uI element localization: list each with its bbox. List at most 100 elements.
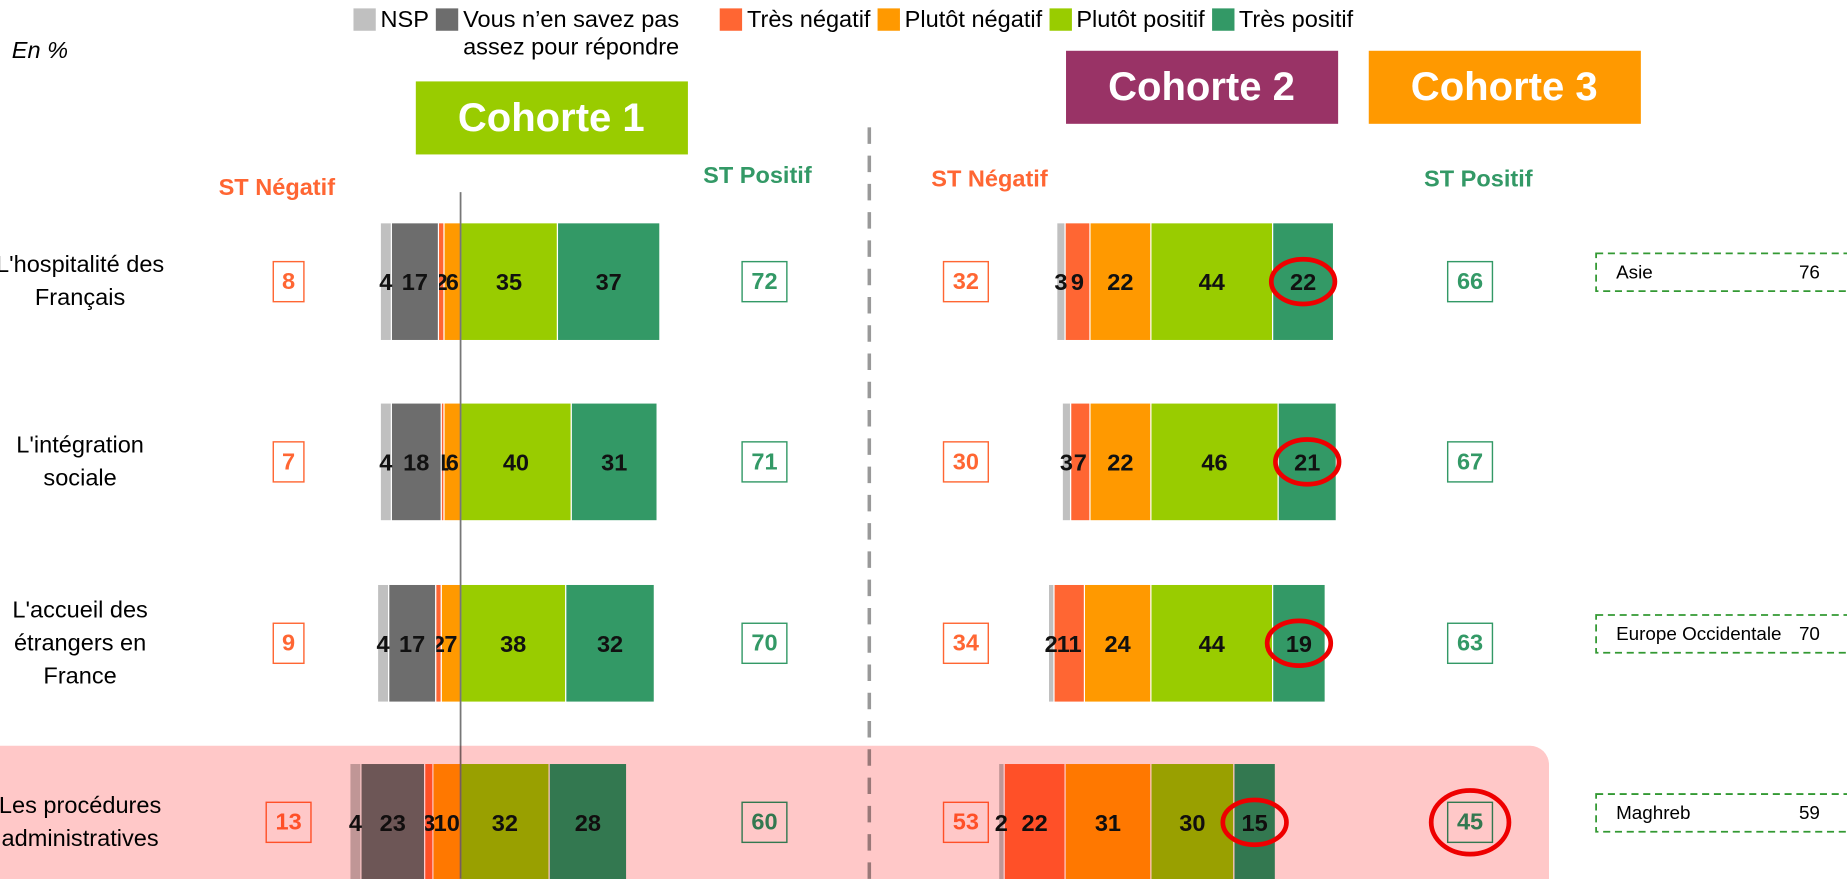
bar-value: 7 xyxy=(444,631,457,657)
bar-segment xyxy=(376,583,390,703)
st-value: 30 xyxy=(953,448,979,474)
st-box xyxy=(272,260,305,303)
bar-value: 22 xyxy=(1107,269,1133,295)
row-label-text: L'accueil des étrangers en France xyxy=(12,597,148,690)
st-value: 70 xyxy=(751,630,777,656)
st-box xyxy=(1446,260,1494,303)
bar-value: 3 xyxy=(1054,269,1067,295)
bar-segment xyxy=(556,222,661,342)
row-highlight xyxy=(0,745,1549,884)
st-value: 9 xyxy=(282,630,295,656)
callout-value: 70 xyxy=(1799,623,1820,644)
bar-value: 22 xyxy=(1107,449,1133,475)
cohort-title: Cohorte 3 xyxy=(1411,65,1598,109)
st-box xyxy=(1446,441,1494,483)
st-value: 66 xyxy=(1457,268,1483,294)
highlight-circle xyxy=(1268,256,1338,307)
highlight-circle xyxy=(1273,437,1342,487)
st-box xyxy=(272,441,305,483)
legend-swatch xyxy=(435,8,459,31)
highlight-circle xyxy=(1428,788,1512,857)
legend-item: Très positif xyxy=(1211,7,1353,34)
highlight-circle xyxy=(1264,618,1334,669)
bar-segment xyxy=(459,402,572,522)
bar-value: 4 xyxy=(377,631,390,657)
legend-swatch xyxy=(1049,8,1072,31)
row-label-text: L'hospitalité des Français xyxy=(0,252,165,312)
callout-name: Asie xyxy=(1616,261,1653,282)
callout-box xyxy=(1595,614,1847,654)
st-box xyxy=(942,441,989,483)
bar-value: 46 xyxy=(1201,449,1227,475)
bar-value: 31 xyxy=(601,449,627,475)
bar-value: 2 xyxy=(1045,631,1058,657)
bar-segment xyxy=(1047,583,1055,703)
legend-item: NSP xyxy=(353,7,429,34)
bar-segment xyxy=(388,583,437,703)
bar-segment xyxy=(565,583,655,703)
bar-value: 38 xyxy=(500,631,526,657)
st-value: 67 xyxy=(1457,448,1483,474)
callout-box xyxy=(1595,252,1847,292)
row-label: L'hospitalité des Français xyxy=(0,252,165,312)
bar-segment xyxy=(1150,402,1279,522)
st-box xyxy=(741,441,788,483)
st-box xyxy=(1446,622,1494,665)
bar-value: 6 xyxy=(446,449,459,475)
row-label-text: L'intégration sociale xyxy=(16,432,144,492)
bar-segment xyxy=(379,222,392,342)
bar-segment xyxy=(1272,222,1335,342)
st-box xyxy=(942,260,989,303)
st-value: 71 xyxy=(751,448,777,474)
bar-segment xyxy=(1056,222,1066,342)
cohort-title-box xyxy=(415,81,688,155)
legend-label: Très négatif xyxy=(746,7,871,34)
bar-segment xyxy=(1150,583,1274,703)
bar-value: 32 xyxy=(597,631,623,657)
bar-value: 35 xyxy=(496,269,522,295)
st-box xyxy=(741,260,788,303)
bar-value: 9 xyxy=(1071,269,1084,295)
legend-item: Très négatif xyxy=(719,7,871,34)
legend-swatch xyxy=(877,8,900,31)
bar-value: 19 xyxy=(1286,631,1312,657)
bar-segment xyxy=(1272,583,1326,703)
bar-value: 22 xyxy=(1290,269,1316,295)
bar-value: 17 xyxy=(402,269,428,295)
bar-value: 21 xyxy=(1294,449,1320,475)
bar-value: 24 xyxy=(1105,631,1131,657)
bar-segment xyxy=(1089,222,1152,342)
bar-segment xyxy=(1053,583,1085,703)
st-value: 34 xyxy=(953,630,979,656)
bar-value: 17 xyxy=(399,631,425,657)
st-value: 7 xyxy=(282,448,295,474)
st-box xyxy=(741,622,788,665)
legend-items: NSP Vous n’en savez pas assez pour répond… xyxy=(353,7,1531,61)
bar-segment xyxy=(1064,222,1091,342)
legend: NSP Vous n’en savez pas assez pour répond… xyxy=(353,7,1531,61)
st-box xyxy=(942,622,989,665)
st-box xyxy=(272,622,305,665)
row-label: L'accueil des étrangers en France xyxy=(12,597,148,690)
st-value: 63 xyxy=(1457,630,1483,656)
legend-item: Plutôt négatif xyxy=(877,7,1042,34)
cohort-title-box xyxy=(1066,50,1339,124)
bar-value: 11 xyxy=(1057,631,1082,657)
callout-box xyxy=(1595,793,1847,833)
cohort-title: Cohorte 1 xyxy=(458,96,645,140)
legend-label: NSP xyxy=(380,7,429,34)
legend-swatch xyxy=(719,8,743,31)
bar-value: 4 xyxy=(379,449,392,475)
bar-segment xyxy=(1089,402,1152,522)
st-neg-header: ST Négatif xyxy=(219,174,336,200)
st-value: 8 xyxy=(282,268,295,294)
callout-name: Maghreb xyxy=(1616,802,1690,823)
bar-segment xyxy=(459,583,567,703)
bar-segment xyxy=(379,402,392,522)
legend-swatch xyxy=(1211,8,1235,31)
bar-value: 37 xyxy=(596,269,622,295)
bar-segment xyxy=(459,222,559,342)
bar-value: 3 xyxy=(1060,449,1073,475)
bar-value: 18 xyxy=(403,449,429,475)
